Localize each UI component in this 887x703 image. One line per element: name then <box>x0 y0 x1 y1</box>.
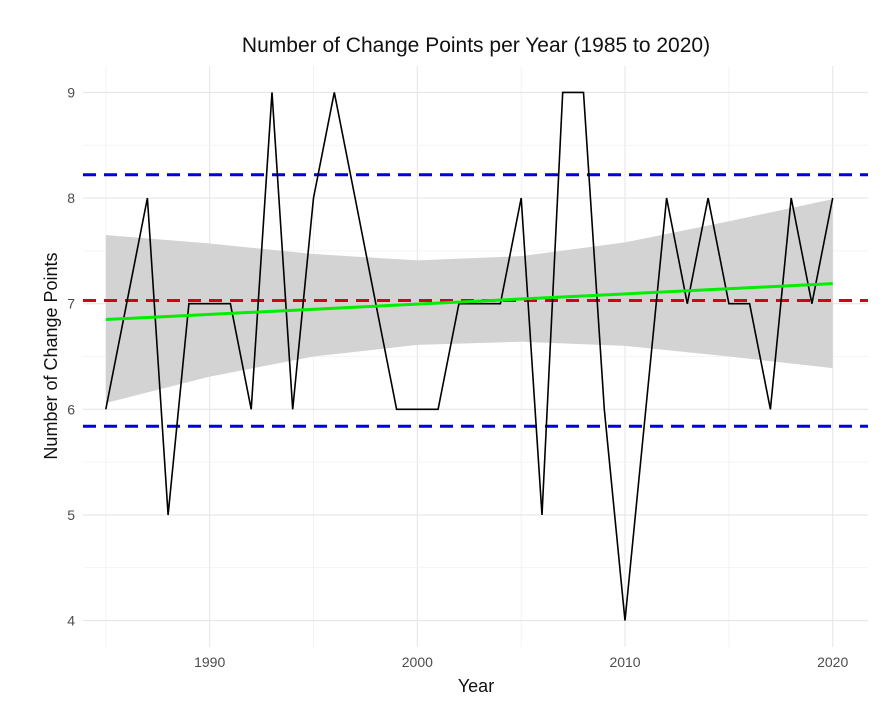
x-axis-ticks: 1990 2000 2010 2020 <box>194 654 848 670</box>
plot-panel <box>83 66 868 647</box>
y-tick-label: 7 <box>67 296 75 312</box>
x-tick-label: 2000 <box>402 654 433 670</box>
trend-line <box>105 282 833 322</box>
x-tick-label: 2010 <box>609 654 640 670</box>
y-tick-label: 6 <box>67 401 75 417</box>
x-axis-title: Year <box>458 676 494 696</box>
chart-title: Number of Change Points per Year (1985 t… <box>242 34 710 57</box>
series-line <box>105 91 834 621</box>
reference-lines-layer <box>83 173 868 428</box>
y-tick-label: 5 <box>67 507 75 523</box>
series-layer <box>105 91 834 621</box>
y-tick-label: 4 <box>67 613 75 629</box>
y-axis-ticks: 4 5 6 7 8 9 <box>67 84 75 628</box>
y-tick-label: 8 <box>67 190 75 206</box>
y-tick-label: 9 <box>67 84 75 100</box>
trend-line-layer <box>105 282 833 322</box>
y-axis-title: Number of Change Points <box>41 252 61 459</box>
x-tick-label: 2020 <box>817 654 848 670</box>
x-tick-label: 1990 <box>194 654 225 670</box>
